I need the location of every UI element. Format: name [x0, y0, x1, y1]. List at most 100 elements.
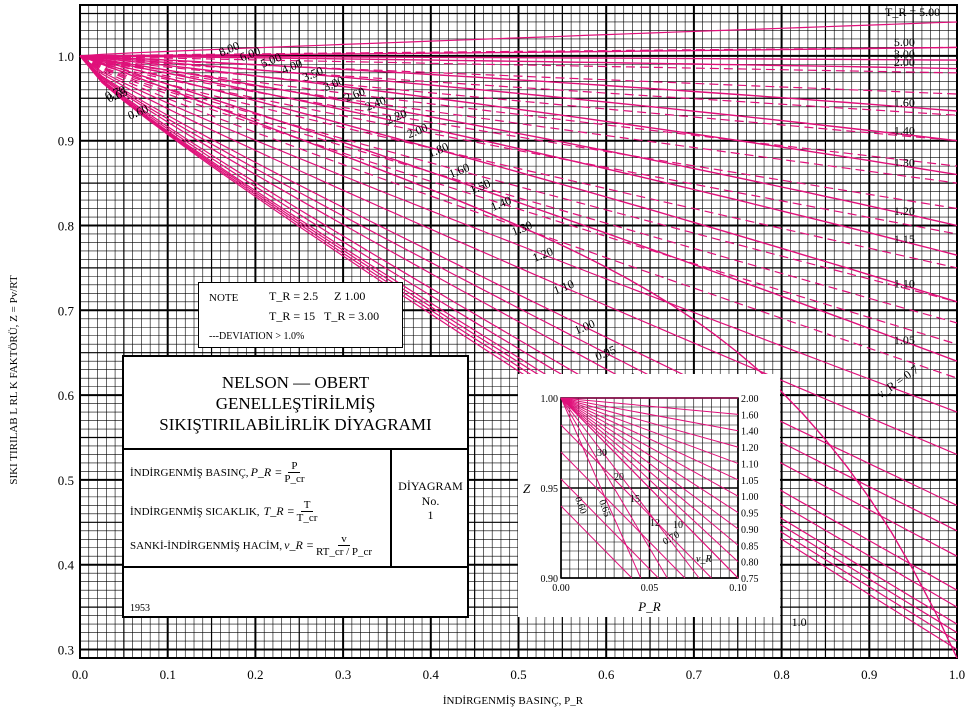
y-tick-label: 0.9: [58, 134, 74, 149]
vr-curve: [79, 55, 958, 345]
inset-tr-label: 0.80: [741, 558, 759, 569]
x-tick-label: 0.0: [72, 667, 88, 682]
inset-vr-label: 10: [673, 520, 683, 531]
inset-y-title: Z: [523, 481, 531, 496]
diagram-num: 1: [427, 508, 434, 522]
vr-curve: [79, 55, 958, 634]
inset-vr-label: 20: [614, 472, 624, 483]
diagram-word: DİYAGRAM: [398, 479, 463, 493]
tr-curve-label: 3.00: [894, 47, 915, 61]
note-box: NOTE T_R = 2.5 Z 1.00 T_R = 15 T_R = 3.0…: [198, 282, 403, 348]
def-volume: SANKİ-İNDİRGENMİŞ HACİM, v_R = v RT_cr / …: [130, 533, 373, 558]
vr-curve: [79, 55, 958, 142]
inset-x-title: P_R: [637, 599, 660, 614]
vr-curve: [79, 55, 958, 95]
vr-curve-label: 1.30: [510, 218, 535, 239]
vr-curve: [79, 55, 958, 74]
tr-curve: [79, 55, 958, 362]
inset-x-tick: 0.00: [552, 583, 570, 594]
def-temperature: İNDİRGENMİŞ SICAKLIK, T_R = T T_cr: [130, 499, 318, 524]
tr-curve-label: 1.30: [894, 156, 915, 170]
vr-curve: [79, 55, 958, 651]
inset-low-tr-curve: [560, 397, 668, 579]
inset-tr-label: 1.20: [741, 443, 759, 454]
note-line3: ---DEVIATION > 1.0%: [209, 331, 305, 342]
vr-curve-label: 5.00: [259, 50, 284, 71]
inset-tr-label: 0.75: [741, 574, 759, 585]
inset-chart: 2.00 1.60 1.40 1.20 1.10 1.05 1.00 0.95 0.90 0.85…: [518, 374, 780, 617]
tr-curve: [79, 55, 958, 70]
y-tick-label: 1.0: [58, 49, 74, 64]
inset-tr-label: 1.40: [741, 427, 759, 438]
title-divider2: [124, 566, 467, 568]
vr-curve-label: 1.20: [530, 244, 555, 265]
tr-curve: [79, 55, 958, 61]
tr-top-label: T_R = 5.00: [885, 5, 940, 19]
y-tick-label: 0.5: [58, 473, 74, 488]
vr-curve: [79, 21, 958, 57]
tr-curve-label: 5.00: [894, 35, 915, 49]
inset-x-tick: 0.05: [641, 583, 659, 594]
vr-curve: [79, 55, 958, 413]
vr-curve: [79, 46, 958, 57]
tr-curve-label: 1.40: [894, 123, 915, 137]
inset-tr-label: 2.00: [741, 394, 759, 405]
vr-curve-label: 6.00: [238, 43, 263, 64]
vr-curve: [79, 55, 958, 379]
y-axis-title: SIKI TIRILAB L RL K FAKTÖRÜ, Z = Pv/RT: [8, 275, 20, 485]
inset-tr-label: 1.05: [741, 476, 759, 487]
inset-y-tick: 0.90: [541, 574, 559, 585]
vr-curve: [79, 55, 958, 269]
x-tick-label: 0.1: [160, 667, 176, 682]
note-line1-lhs: T_R = 2.5: [269, 289, 319, 303]
vr-curve: [79, 55, 958, 625]
inset-tr-curve: [560, 397, 739, 563]
inset-tr-label: 0.85: [741, 541, 759, 552]
x-tick-label: 0.5: [510, 667, 526, 682]
x-tick-label: 0.4: [423, 667, 440, 682]
tr-curve-label: 1.60: [894, 95, 915, 109]
inset-tr-curve: [560, 397, 739, 448]
title-line3: SIKIŞTIRILABİLİRLİK DİYAGRAMI: [159, 415, 432, 434]
vr-curve: [79, 55, 958, 303]
note-line2-rhs: T_R = 3.00: [324, 309, 380, 323]
inset-x-tick: 0.10: [729, 583, 747, 594]
title-block: NELSON — OBERT GENELLEŞTİRİLMİŞ SIKIŞTIR…: [122, 355, 469, 618]
title-vdivider: [390, 448, 392, 566]
x-axis-title: İNDİRGENMİŞ BASINÇ, P_R: [443, 695, 584, 707]
vr-curve-label: 0.95: [593, 342, 618, 363]
tr-curve: [79, 55, 958, 227]
inset-tr-label: 0.90: [741, 525, 759, 536]
vr-curve: [79, 55, 958, 456]
vr-curve: [79, 55, 958, 557]
inset-tr-label: 1.60: [741, 410, 759, 421]
vr-curve-label: 1.10: [551, 277, 576, 298]
tr-curve-label: 1.15: [894, 232, 915, 246]
x-tick-label: 0.2: [247, 667, 263, 682]
title-line1: NELSON — OBERT: [221, 373, 370, 392]
vr-curve: [79, 55, 958, 506]
tr-curve-label: 2.00: [894, 55, 915, 69]
vr-curve: [79, 55, 958, 324]
inset-vr-curve: [560, 505, 633, 579]
vr-curve: [79, 55, 958, 167]
plot-frame: [79, 4, 958, 659]
vr-curve: [79, 55, 958, 235]
vr-curve: [79, 55, 958, 210]
vr-curve: [79, 55, 958, 184]
title-divider: [124, 448, 467, 450]
vr-curve: [79, 55, 958, 608]
inset-tr-curve: [560, 397, 739, 415]
inset-y-tick: 1.00: [541, 394, 559, 405]
inset-vr-curve: [560, 397, 739, 579]
vr-curve: [79, 55, 958, 116]
tr-curve: [79, 55, 958, 303]
vr-curve-label: 2.40: [363, 93, 388, 114]
vr-curve: [79, 55, 958, 532]
tr-curve-label: 1.10: [894, 277, 915, 291]
inset-low-tr-curve: [560, 397, 700, 579]
inset-y-tick: 0.95: [541, 484, 559, 495]
tr-curve: [79, 55, 958, 659]
def-pressure: İNDİRGENMİŞ BASINÇ, P_R = P P_cr: [130, 460, 305, 485]
inset-tr-curve: [560, 397, 739, 546]
